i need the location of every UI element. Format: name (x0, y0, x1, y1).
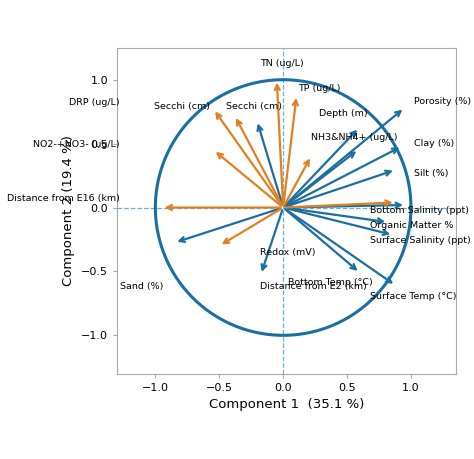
Text: Redox (mV): Redox (mV) (260, 248, 316, 257)
Text: Depth (m): Depth (m) (319, 109, 367, 118)
Text: Bottom Temp (°C): Bottom Temp (°C) (288, 279, 373, 287)
X-axis label: Component 1  (35.1 %): Component 1 (35.1 %) (209, 398, 364, 411)
Text: Clay (%): Clay (%) (413, 139, 454, 148)
Text: Organic Matter %: Organic Matter % (370, 221, 454, 230)
Text: TN (ug/L): TN (ug/L) (260, 59, 304, 67)
Text: NH3&NH4+ (ug/L): NH3&NH4+ (ug/L) (311, 134, 398, 142)
Text: Surface Temp (°C): Surface Temp (°C) (370, 292, 456, 302)
Text: NO2-+NO3- (ug/L): NO2-+NO3- (ug/L) (33, 140, 119, 149)
Text: Bottom Salinity (ppt): Bottom Salinity (ppt) (370, 206, 469, 215)
Y-axis label: Component 2 (19.4 %): Component 2 (19.4 %) (63, 135, 75, 286)
Text: Surface Salinity (ppt): Surface Salinity (ppt) (370, 235, 471, 245)
Text: Sand (%): Sand (%) (119, 282, 163, 291)
Text: Secchi (cm): Secchi (cm) (155, 102, 210, 111)
Text: DRP (ug/L): DRP (ug/L) (69, 98, 119, 107)
Text: Secchi (cm): Secchi (cm) (226, 102, 282, 111)
Text: Porosity (%): Porosity (%) (413, 97, 471, 106)
Text: Distance from E2 (km): Distance from E2 (km) (260, 282, 367, 291)
Text: Distance from E16 (km): Distance from E16 (km) (7, 194, 119, 203)
Text: TP (ug/L): TP (ug/L) (299, 84, 341, 93)
Text: Silt (%): Silt (%) (413, 168, 448, 178)
